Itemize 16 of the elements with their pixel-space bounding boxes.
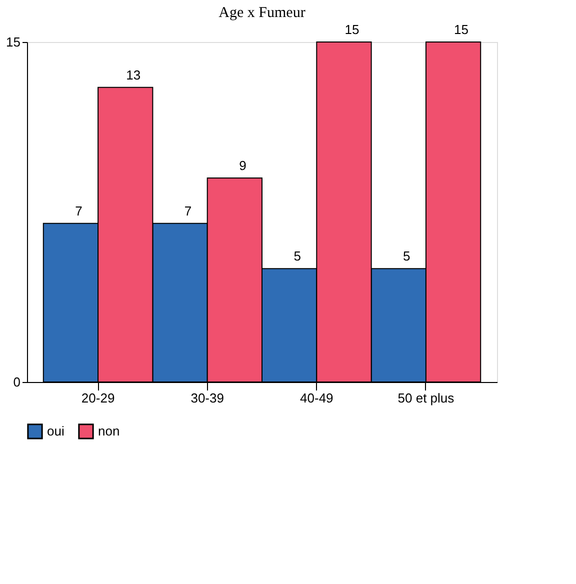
x-tick-label: 50 et plus: [398, 390, 455, 406]
data-label: 5: [403, 248, 410, 264]
x-tick-label: 20-29: [81, 390, 115, 406]
x-tick-label: 30-39: [190, 390, 224, 406]
y-tick-label: 0: [13, 374, 20, 390]
data-label: 7: [184, 203, 192, 218]
data-label: 5: [294, 248, 301, 264]
legend-label: non: [98, 423, 120, 438]
x-tick-label: 40-49: [300, 390, 334, 406]
data-label: 13: [126, 67, 141, 82]
data-label: 9: [239, 158, 246, 173]
chart-title: Age x Fumeur: [218, 5, 306, 21]
data-label: 15: [454, 22, 469, 37]
data-label: 15: [344, 22, 360, 37]
legend-label: oui: [47, 423, 64, 438]
data-label: 7: [75, 203, 82, 218]
